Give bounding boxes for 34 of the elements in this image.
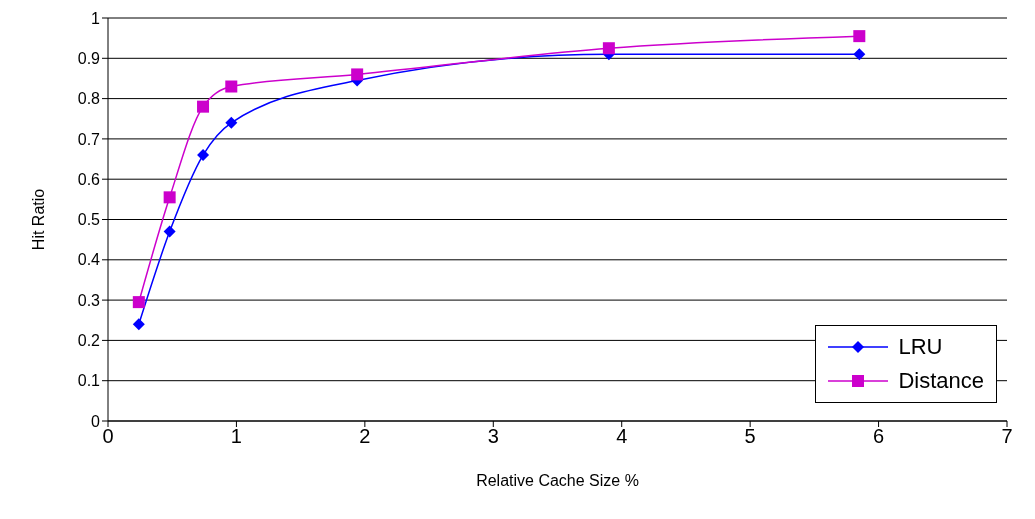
- x-tick-label: 7: [1001, 425, 1013, 448]
- point: [132, 318, 145, 331]
- x-tick-label: 3: [487, 425, 499, 448]
- point: [351, 68, 364, 81]
- x-tick-label: 2: [359, 425, 371, 448]
- y-tick-label: 0.7: [77, 130, 101, 148]
- y-tick-label: 1: [91, 9, 101, 27]
- y-tick-label: 0.9: [77, 49, 101, 67]
- y-tick-label: 0.6: [77, 170, 101, 188]
- y-tick-label: 0.8: [77, 90, 101, 108]
- y-tick-label: 0.3: [77, 291, 101, 309]
- x-tick-label: 4: [616, 425, 628, 448]
- point: [163, 225, 176, 238]
- legend-label: LRU: [898, 333, 943, 361]
- x-tick-label: 5: [744, 425, 756, 448]
- y-tick-label: 0.5: [77, 211, 101, 229]
- y-tick-label: 0.4: [77, 251, 101, 269]
- y-tick-label: 0.1: [77, 372, 101, 390]
- x-tick-label: 6: [873, 425, 885, 448]
- legend-label: Distance: [898, 367, 984, 395]
- point: [225, 80, 238, 93]
- point: [163, 191, 176, 204]
- point: [225, 116, 238, 129]
- x-axis-title: Relative Cache Size %: [476, 472, 639, 489]
- y-axis-title: Hit Ratio: [29, 188, 47, 251]
- y-tick-label: 0.2: [77, 332, 101, 350]
- point: [197, 149, 210, 162]
- point: [853, 30, 866, 43]
- x-tick-label: 1: [230, 425, 242, 448]
- point: [132, 296, 145, 309]
- point: [853, 48, 866, 61]
- y-tick-label: 0: [91, 412, 101, 430]
- point: [602, 42, 615, 55]
- point: [197, 100, 210, 113]
